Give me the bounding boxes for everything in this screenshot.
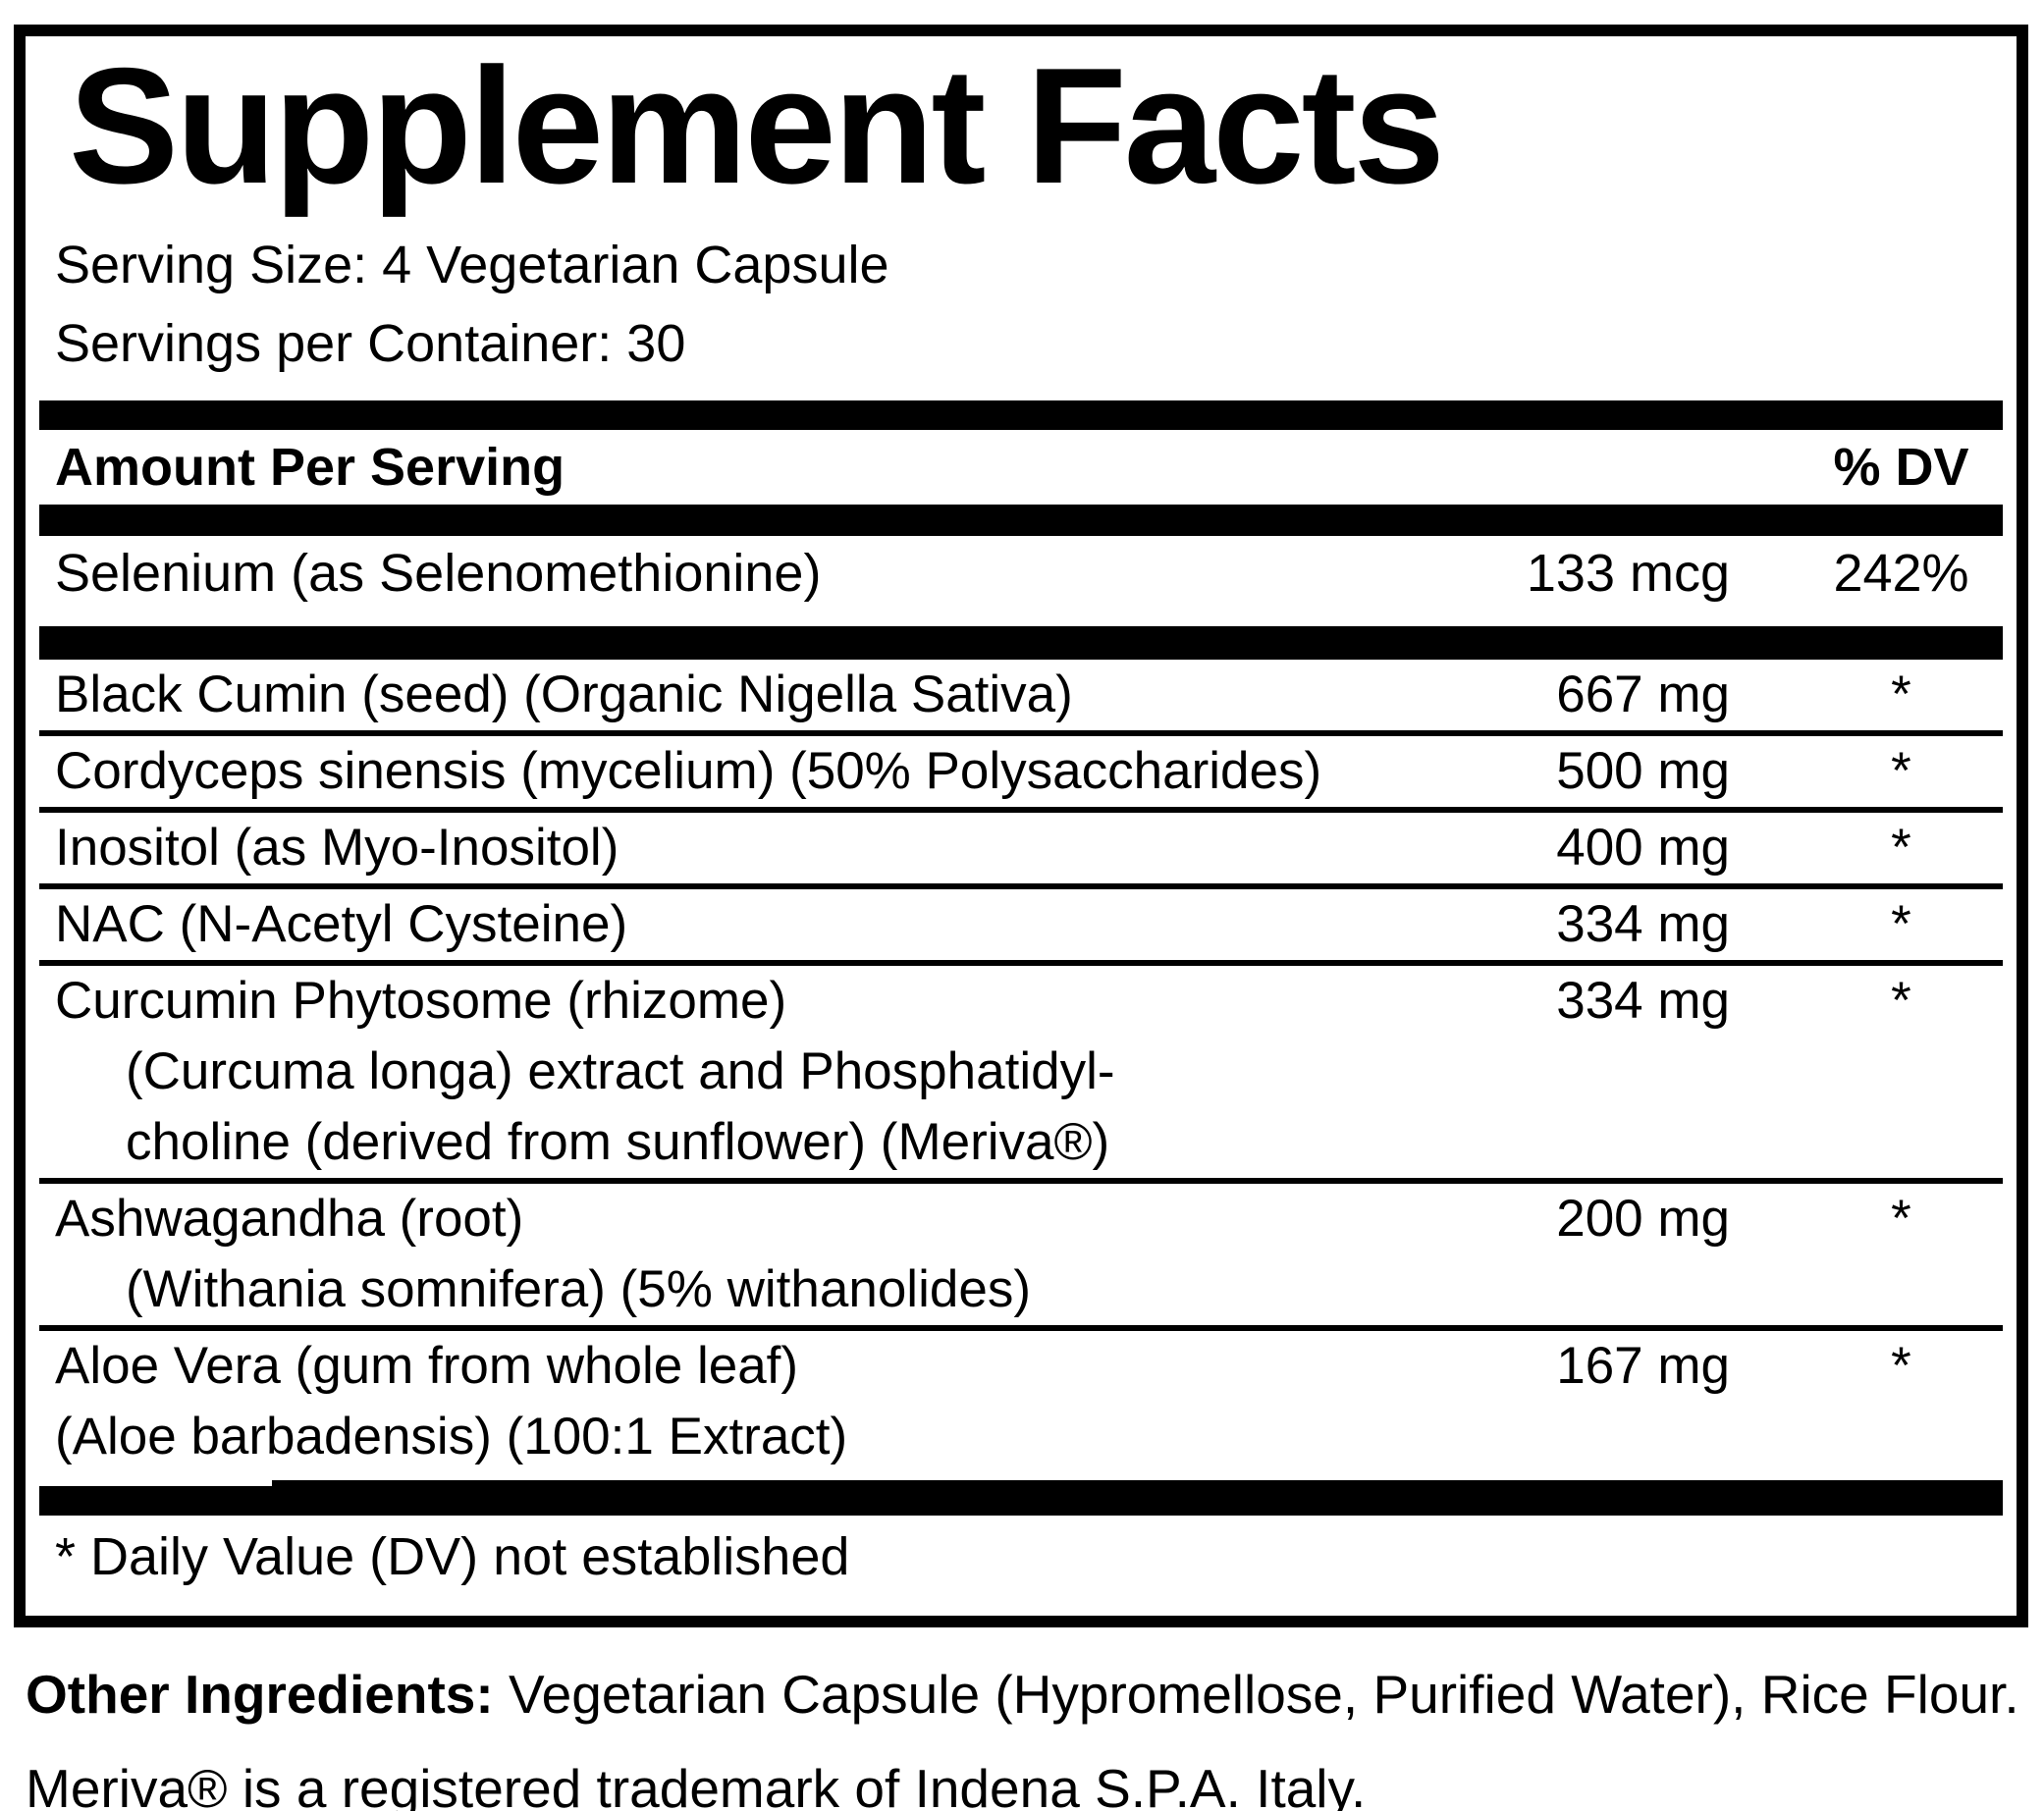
ingredient-amount: 334 mg [1556,972,1730,1031]
nutrient-amount: 133 mcg [1526,544,1730,604]
ingredient-amount: 334 mg [1556,895,1730,954]
ingredient-name: Ashwagandha (root) [55,1190,524,1249]
ingredient-name: Curcumin Phytosome (rhizome) [55,972,787,1031]
ingredient-dv: * [1891,972,1911,1031]
table-row-ashwagandha: Ashwagandha (root) (Withania somnifera) … [39,1178,2003,1325]
serving-size-line: Serving Size: 4 Vegetarian Capsule [55,236,889,295]
other-ingredients-line: Other Ingredients: Vegetarian Capsule (H… [26,1647,2044,1741]
daily-value-footnote: * Daily Value (DV) not established [55,1527,850,1587]
ingredient-name: NAC (N-Acetyl Cysteine) [55,895,628,954]
servings-per-container-line: Servings per Container: 30 [55,314,686,374]
ingredient-dv: * [1891,1190,1911,1249]
ingredient-table: Black Cumin (seed) (Organic Nigella Sati… [39,660,2003,1472]
other-ingredients-text: Vegetarian Capsule (Hypromellose, Purifi… [493,1664,2019,1725]
divider-bar-nutrient [39,626,2003,661]
ingredient-dv: * [1891,666,1911,724]
ingredient-amount: 667 mg [1556,666,1730,724]
ingredient-dv: * [1891,819,1911,878]
table-row-inositol: Inositol (as Myo-Inositol) 400 mg * [39,807,2003,883]
ingredient-name-block: Curcumin Phytosome (rhizome) (Curcuma lo… [55,966,1484,1178]
ingredient-amount: 500 mg [1556,742,1730,801]
ingredient-name-continued: (Curcuma longa) extract and Phosphatidyl… [126,1042,1115,1101]
nutrient-dv: 242% [1833,544,1969,604]
ingredient-name: Black Cumin (seed) (Organic Nigella Sati… [55,666,1073,724]
ingredient-dv: * [1891,742,1911,801]
ingredient-amount: 167 mg [1556,1337,1730,1396]
below-panel-text: Other Ingredients: Vegetarian Capsule (H… [26,1647,2044,1811]
ingredient-dv: * [1891,895,1911,954]
footnote-bar-notch [39,1480,272,1487]
ingredient-name: Aloe Vera (gum from whole leaf) [55,1337,799,1396]
divider-bar-header [39,505,2003,537]
table-row-curcumin: Curcumin Phytosome (rhizome) (Curcuma lo… [39,960,2003,1178]
table-header-row: Amount Per Serving % DV [39,430,2003,505]
ingredient-amount: 400 mg [1556,819,1730,878]
percent-dv-header: % DV [1833,438,1969,498]
panel-title: Supplement Facts [69,33,1445,218]
nutrient-name: Selenium (as Selenomethionine) [55,544,822,604]
table-row-black-cumin: Black Cumin (seed) (Organic Nigella Sati… [39,660,2003,730]
divider-bar-top [39,400,2003,431]
supplement-facts-panel: Supplement Facts Serving Size: 4 Vegetar… [14,25,2028,1627]
trademark-note-line: Meriva® is a registered trademark of Ind… [26,1758,1367,1811]
ingredient-dv: * [1891,1337,1911,1396]
table-row-nac: NAC (N-Acetyl Cysteine) 334 mg * [39,883,2003,960]
amount-per-serving-header: Amount Per Serving [55,438,565,498]
ingredient-name-block: Aloe Vera (gum from whole leaf) (Aloe ba… [55,1331,1484,1472]
ingredient-name: Cordyceps sinensis (mycelium) (50% Polys… [55,742,1322,801]
ingredient-name-block: Ashwagandha (root) (Withania somnifera) … [55,1184,1484,1325]
ingredient-name: Inositol (as Myo-Inositol) [55,819,619,878]
ingredient-name-continued: (Withania somnifera) (5% withanolides) [126,1260,1031,1319]
table-row-selenium: Selenium (as Selenomethionine) 133 mcg 2… [39,536,2003,626]
table-row-cordyceps: Cordyceps sinensis (mycelium) (50% Polys… [39,730,2003,807]
table-row-aloe-vera: Aloe Vera (gum from whole leaf) (Aloe ba… [39,1325,2003,1472]
other-ingredients-label: Other Ingredients: [26,1664,494,1725]
ingredient-amount: 200 mg [1556,1190,1730,1249]
divider-bar-footnote [39,1480,2003,1517]
ingredient-name-continued: choline (derived from sunflower) (Meriva… [126,1113,1110,1172]
serving-info: Serving Size: 4 Vegetarian Capsule Servi… [55,226,1987,383]
ingredient-name-continued: (Aloe barbadensis) (100:1 Extract) [55,1408,848,1466]
